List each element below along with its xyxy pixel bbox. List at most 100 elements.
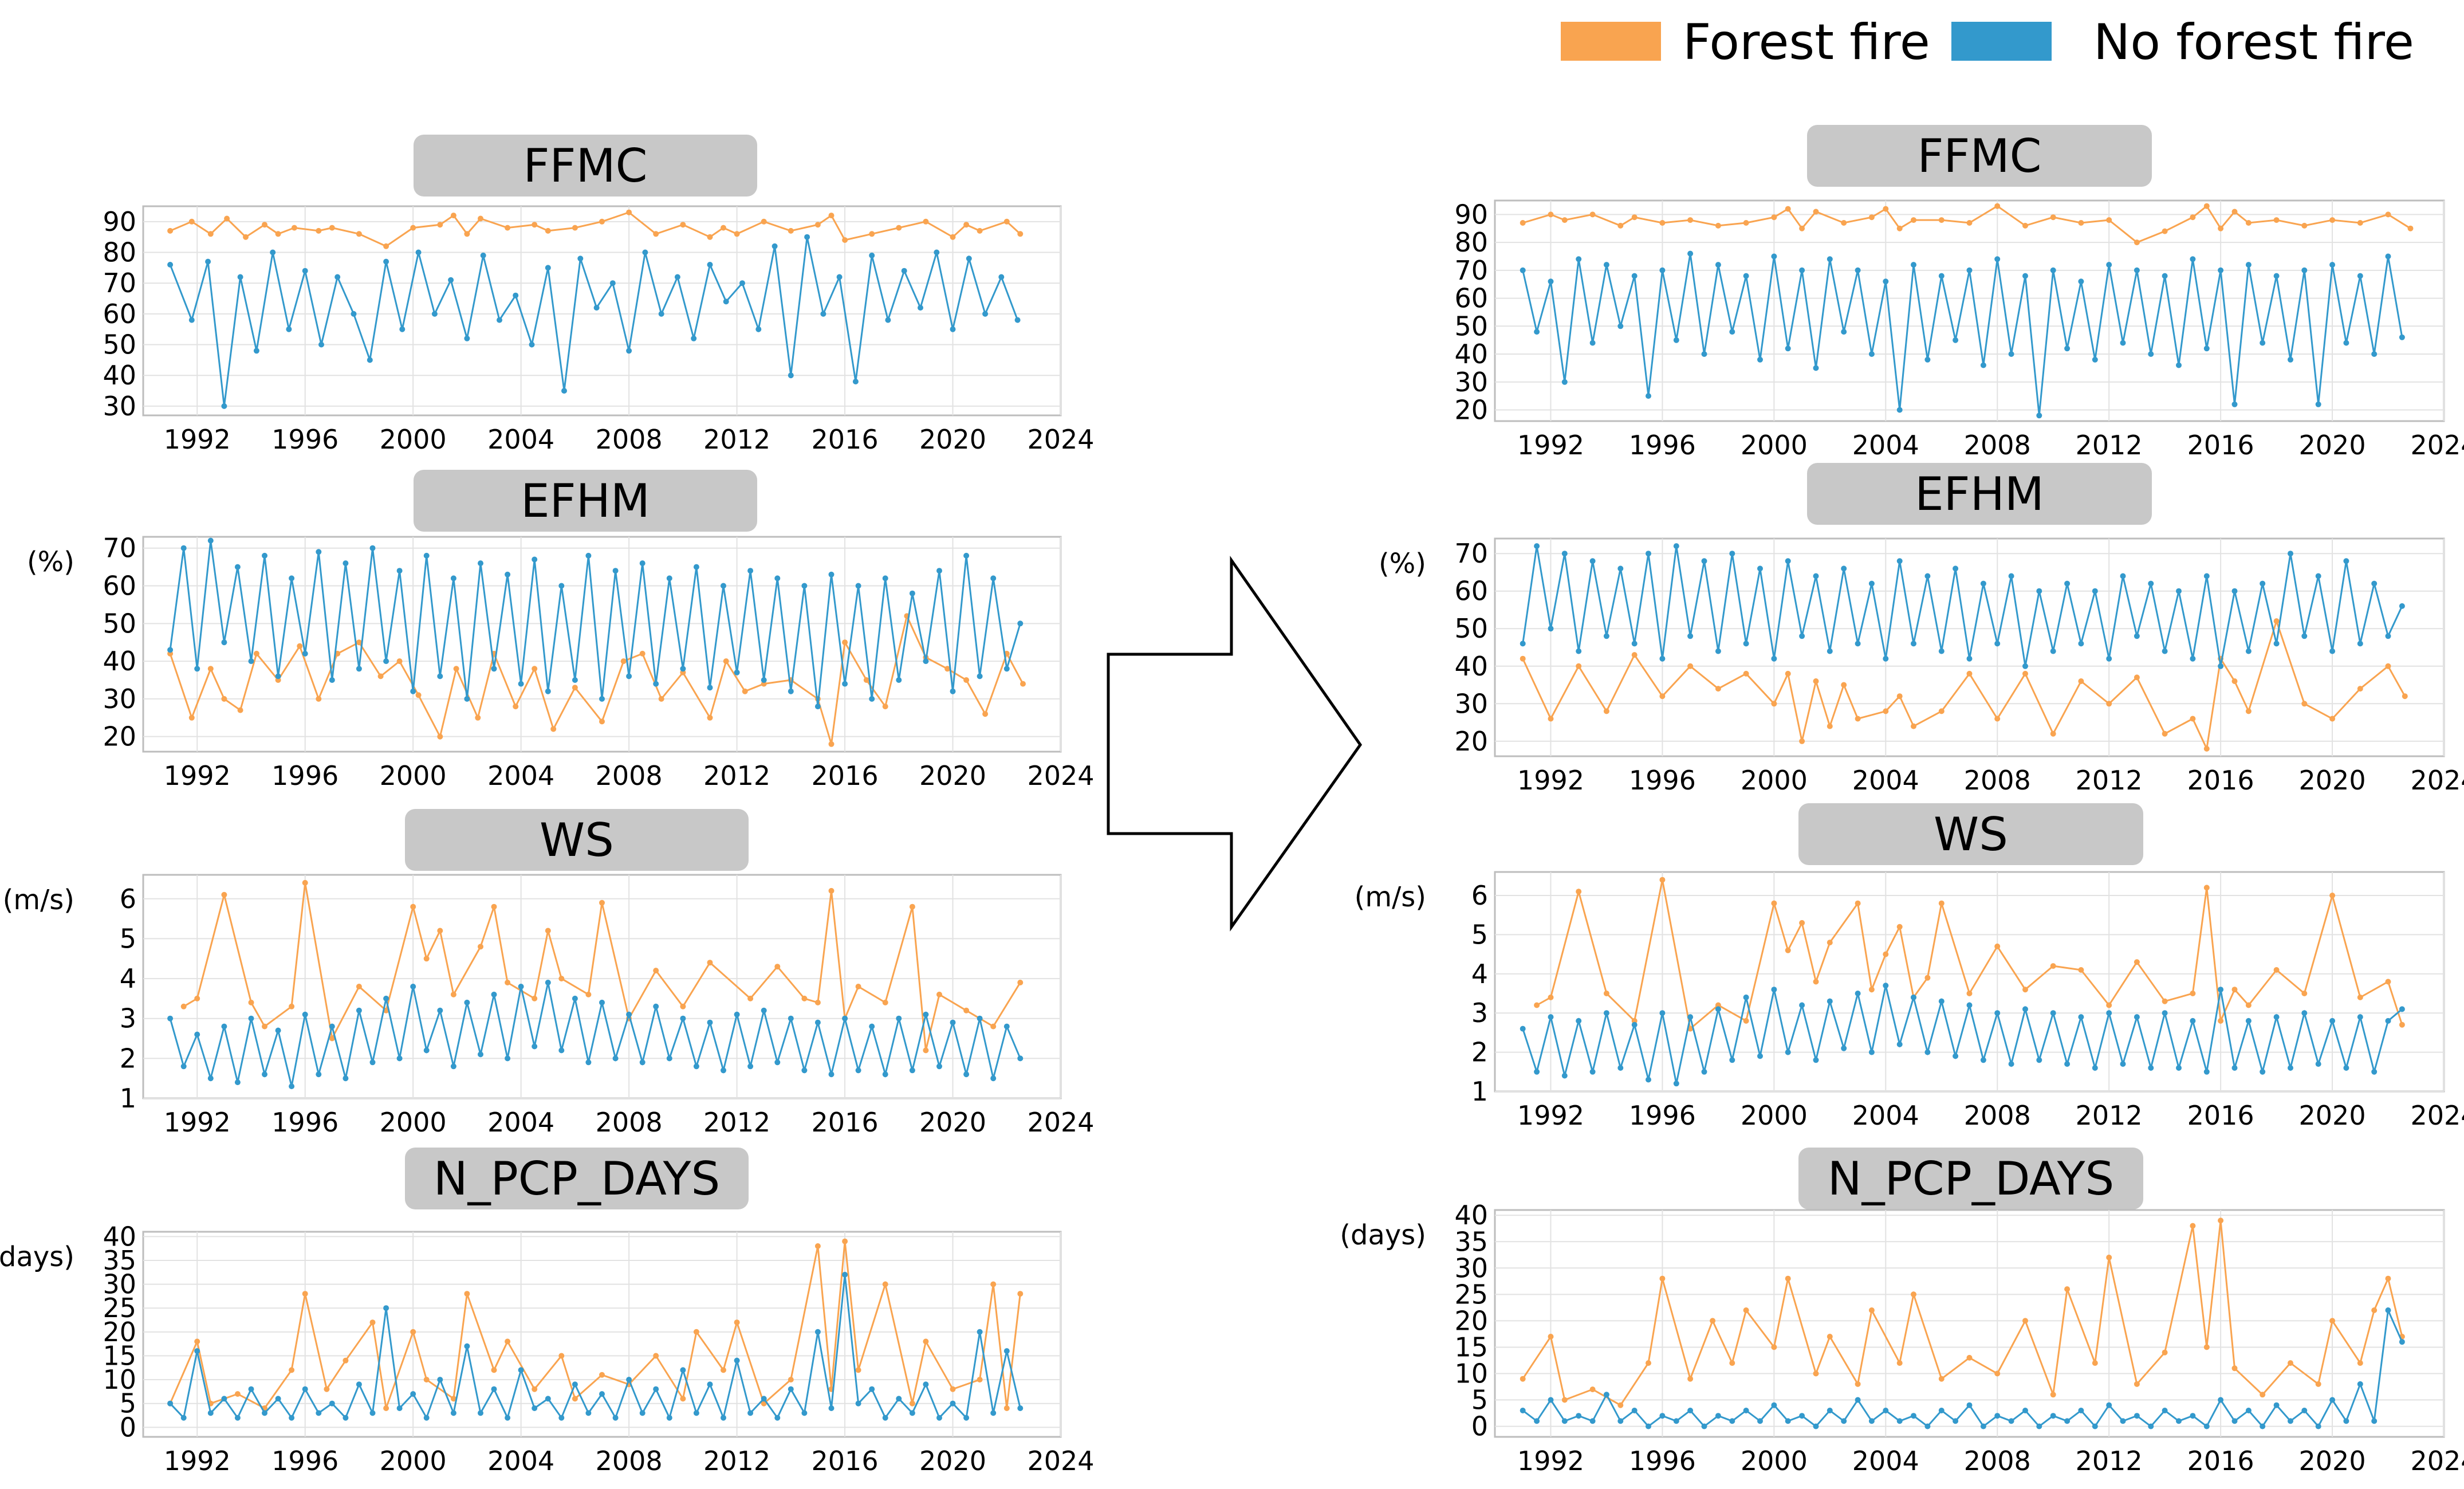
after-point-3-1-56 <box>2301 1408 2308 1413</box>
after-point-2-0-23 <box>2022 987 2028 993</box>
before-point-2-1-16 <box>383 995 389 1001</box>
before-xtick-label-0-4: 2008 <box>596 424 663 455</box>
after-ytick-label-3-2: 10 <box>1454 1358 1488 1389</box>
before-point-1-1-17 <box>396 568 403 574</box>
after-point-3-1-51 <box>2231 1418 2238 1424</box>
after-point-1-0-14 <box>1841 682 1847 688</box>
after-point-2-1-2 <box>1548 1014 1554 1020</box>
after-point-2-1-37 <box>2036 1057 2042 1063</box>
before-point-2-0-8 <box>356 984 362 989</box>
after-point-1-1-11 <box>1673 543 1679 549</box>
before-point-1-0-33 <box>828 741 835 747</box>
before-point-0-0-38 <box>977 227 983 234</box>
before-point-2-1-29 <box>558 1047 565 1054</box>
before-point-0-0-12 <box>410 225 416 231</box>
after-point-0-1-55 <box>2288 356 2293 363</box>
before-point-0-0-20 <box>572 225 578 231</box>
before-xtick-label-3-6: 2016 <box>812 1445 879 1476</box>
before-point-1-0-43 <box>1020 681 1026 687</box>
before-point-2-1-43 <box>747 1063 754 1070</box>
before-point-1-0-11 <box>377 673 384 679</box>
after-point-1-0-31 <box>2231 678 2238 684</box>
before-point-2-0-15 <box>491 903 497 910</box>
before-point-0-1-29 <box>642 249 648 256</box>
before-point-0-1-52 <box>1014 317 1021 323</box>
before-point-3-1-38 <box>680 1367 686 1373</box>
after-point-1-1-14 <box>1715 648 1721 654</box>
before-point-3-1-14 <box>356 1381 362 1388</box>
before-point-2-1-56 <box>923 1011 929 1017</box>
before-point-2-1-14 <box>356 1007 362 1013</box>
before-xtick-label-1-3: 2004 <box>487 760 554 791</box>
after-point-2-1-20 <box>1799 1002 1805 1008</box>
after-point-0-1-28 <box>1911 262 1916 268</box>
after-point-0-1-60 <box>2357 273 2363 279</box>
before-point-3-1-8 <box>275 1396 281 1402</box>
after-point-0-1-57 <box>2315 401 2321 407</box>
before-point-2-1-23 <box>478 1051 483 1058</box>
after-point-1-1-10 <box>1659 655 1666 662</box>
before-point-0-0-23 <box>653 231 659 237</box>
before-xtick-label-0-2: 2000 <box>380 424 447 455</box>
before-xtick-label-2-8: 2024 <box>1027 1107 1094 1138</box>
before-point-1-1-31 <box>585 552 592 559</box>
after-point-3-1-39 <box>2064 1418 2071 1424</box>
after-point-2-1-30 <box>1938 998 1945 1004</box>
after-point-2-1-23 <box>1841 1045 1847 1051</box>
after-point-1-0-29 <box>2203 745 2210 752</box>
before-point-2-0-27 <box>774 964 781 970</box>
before-xtick-label-1-1: 1996 <box>271 760 338 791</box>
before-point-3-0-1 <box>194 1338 200 1345</box>
before-point-3-1-35 <box>639 1410 645 1416</box>
after-point-3-1-8 <box>1631 1408 1638 1413</box>
after-point-0-0-31 <box>2231 209 2238 215</box>
before-point-3-1-1 <box>180 1415 187 1421</box>
before-point-2-1-13 <box>343 1075 349 1082</box>
before-xtick-label-0-1: 1996 <box>271 424 338 455</box>
after-xtick-label-2-7: 2020 <box>2299 1100 2366 1131</box>
before-point-2-1-41 <box>721 1067 726 1074</box>
after-point-0-1-61 <box>2371 351 2378 357</box>
before-point-3-0-10 <box>383 1405 389 1411</box>
after-point-2-0-37 <box>2357 994 2363 1000</box>
after-point-0-1-18 <box>1771 253 1777 260</box>
after-point-2-0-1 <box>1548 994 1554 1000</box>
before-xtick-label-2-1: 1996 <box>271 1107 338 1138</box>
before-point-0-1-38 <box>788 372 794 379</box>
after-point-0-1-58 <box>2329 262 2336 268</box>
after-point-3-1-16 <box>1743 1408 1749 1413</box>
after-series-line-3-1 <box>1522 1307 2403 1428</box>
before-point-1-1-56 <box>923 658 929 665</box>
after-point-3-1-27 <box>1896 1418 1903 1424</box>
before-point-1-1-43 <box>747 568 754 574</box>
before-point-0-1-33 <box>707 262 713 268</box>
before-point-1-0-8 <box>316 696 322 702</box>
after-point-3-1-49 <box>2203 1423 2210 1429</box>
after-point-1-0-18 <box>1911 723 1916 729</box>
after-point-0-0-5 <box>1631 214 1638 221</box>
after-point-0-1-35 <box>2008 351 2014 357</box>
after-point-3-1-7 <box>1617 1418 1624 1424</box>
before-point-2-0-34 <box>909 903 915 910</box>
before-point-1-1-5 <box>234 564 241 570</box>
after-point-0-1-33 <box>1980 362 1986 368</box>
after-unit-label-1: (%) <box>1379 548 1426 580</box>
before-point-3-1-18 <box>410 1391 416 1397</box>
before-point-3-0-14 <box>464 1291 470 1297</box>
after-point-1-0-3 <box>1603 708 1609 714</box>
after-unit-label-3: (days) <box>1340 1219 1426 1251</box>
before-point-3-0-39 <box>1003 1405 1010 1411</box>
before-point-1-1-18 <box>410 688 416 694</box>
before-point-1-1-57 <box>936 568 942 574</box>
before-point-0-0-9 <box>329 225 335 231</box>
before-point-1-0-34 <box>842 639 848 646</box>
before-ytick-label-1-1: 30 <box>103 683 136 714</box>
before-xtick-label-3-3: 2004 <box>487 1445 554 1476</box>
after-point-0-0-11 <box>1785 206 1791 212</box>
before-point-3-1-53 <box>882 1415 888 1421</box>
after-point-3-0-17 <box>1896 1360 1903 1366</box>
after-point-0-0-19 <box>1938 217 1945 223</box>
after-point-0-1-15 <box>1729 329 1735 335</box>
before-point-3-1-6 <box>248 1386 254 1392</box>
before-xtick-label-1-2: 2000 <box>380 760 447 791</box>
